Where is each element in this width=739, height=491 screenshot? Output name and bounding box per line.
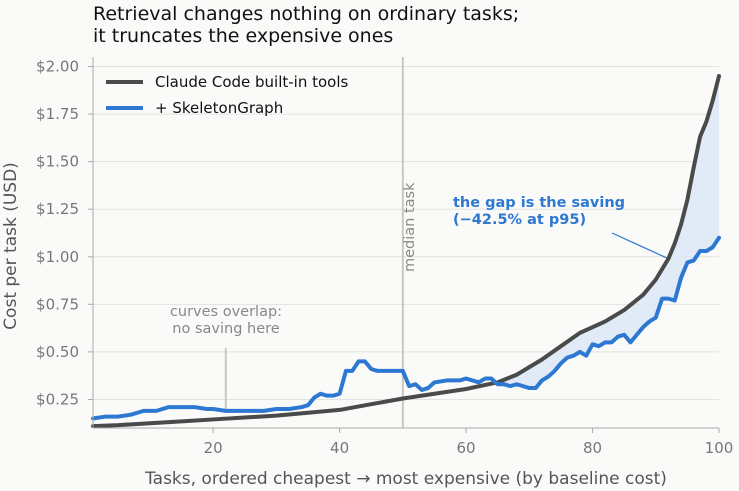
y-tick-label: $2.00 <box>36 58 79 76</box>
legend-label-baseline: Claude Code built-in tools <box>155 73 349 91</box>
x-tick-label: 80 <box>583 439 602 457</box>
series-line-skeletongraph <box>91 235 721 421</box>
x-axis-ticks: 20 40 60 80 100 <box>204 428 734 457</box>
y-tick-label: $0.25 <box>36 390 79 408</box>
overlap-annotation-line-1: curves overlap: <box>170 304 282 320</box>
x-tick-label: 20 <box>204 439 223 457</box>
y-tick-label: $1.75 <box>36 105 79 123</box>
y-tick-label: $0.50 <box>36 343 79 361</box>
chart-title-line-2: it truncates the expensive ones <box>93 25 393 47</box>
chart-title-line-1: Retrieval changes nothing on ordinary ta… <box>93 3 519 25</box>
y-axis-ticks: $0.25 $0.50 $0.75 $1.00 $1.25 $1.50 $1.75 $2.00 <box>36 58 93 408</box>
x-tick-label: 100 <box>705 439 734 457</box>
y-tick-label: $1.25 <box>36 200 79 218</box>
gap-fill-area <box>491 76 719 389</box>
gridlines <box>93 66 719 400</box>
series-line-baseline <box>91 74 721 429</box>
gap-annotation-line-2: (−42.5% at p95) <box>453 212 586 228</box>
x-tick-label: 60 <box>457 439 476 457</box>
gap-annotation-line-1: the gap is the saving <box>453 195 625 211</box>
gap-pointer-line <box>611 232 669 260</box>
x-axis-label: Tasks, ordered cheapest → most expensive… <box>144 469 667 489</box>
y-axis-label: Cost per task (USD) <box>1 162 21 330</box>
y-tick-label: $1.00 <box>36 248 79 266</box>
overlap-annotation-line-2: no saving here <box>172 321 279 337</box>
legend: Claude Code built-in tools + SkeletonGra… <box>106 73 349 117</box>
legend-label-skeletongraph: + SkeletonGraph <box>155 99 283 117</box>
median-task-label: median task <box>402 182 418 272</box>
y-tick-label: $1.50 <box>36 153 79 171</box>
y-tick-label: $0.75 <box>36 295 79 313</box>
x-tick-label: 40 <box>330 439 349 457</box>
